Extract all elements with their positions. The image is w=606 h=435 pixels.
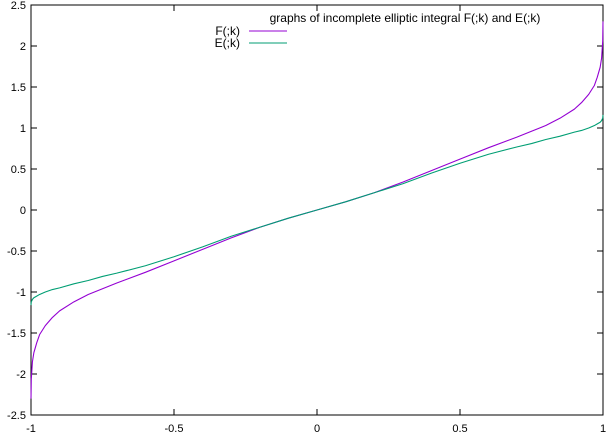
series-line-e bbox=[30, 114, 604, 306]
y-tick-label: 1.5 bbox=[11, 82, 26, 94]
axes: -2.5 -2 -1.5 -1 -0.5 0 0.5 1 1.5 2 2.5 -1 -0.5 0 0.5 1 bbox=[7, 0, 606, 435]
y-tick-label: 0.5 bbox=[11, 164, 26, 176]
y-tick-label: -2 bbox=[16, 369, 26, 381]
y-tick-label: 2 bbox=[20, 41, 26, 53]
series-group bbox=[30, 21, 604, 399]
x-tick-label: -0.5 bbox=[165, 423, 184, 435]
y-tick-label: -0.5 bbox=[7, 246, 26, 258]
y-tick-label: 0 bbox=[20, 205, 26, 217]
legend: F(;k)E(;k) bbox=[215, 24, 287, 50]
y-tick-label: 1 bbox=[20, 123, 26, 135]
y-tick-label: -2.5 bbox=[7, 410, 26, 422]
legend-label: F(;k) bbox=[215, 24, 240, 38]
y-tick-label: 2.5 bbox=[11, 0, 26, 12]
x-tick-label: 0.5 bbox=[452, 423, 467, 435]
x-tick-label: 0 bbox=[314, 423, 320, 435]
x-tick-label: -1 bbox=[26, 423, 36, 435]
legend-label: E(;k) bbox=[215, 36, 240, 50]
y-tick-label: -1 bbox=[16, 287, 26, 299]
chart-title: graphs of incomplete elliptic integral F… bbox=[270, 11, 541, 25]
x-tick-label: 1 bbox=[600, 423, 606, 435]
y-tick-label: -1.5 bbox=[7, 328, 26, 340]
